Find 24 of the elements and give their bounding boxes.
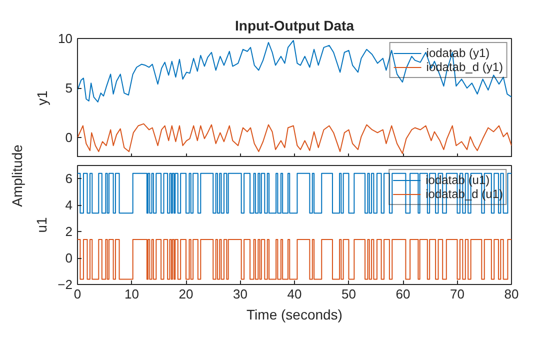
- y-axis-title: u1: [34, 217, 50, 233]
- y-tick-label: 6: [65, 171, 73, 186]
- x-tick-label: 60: [396, 286, 410, 302]
- y-tick-label: 10: [58, 31, 73, 46]
- y-tick-label: −2: [58, 277, 73, 292]
- y-tick-label: 5: [65, 80, 73, 96]
- x-tick-label: 40: [287, 286, 302, 302]
- y-tick-label: 0: [65, 250, 73, 266]
- y-tick-label: 4: [65, 198, 73, 213]
- text: Amplitude: [9, 144, 25, 207]
- x-tick-label: 10: [124, 286, 139, 302]
- y-tick-label: 0: [65, 130, 73, 146]
- x-axis-title: Time (seconds): [246, 306, 342, 322]
- y-axis-title: y1: [34, 90, 50, 106]
- x-tick-label: 70: [450, 286, 464, 302]
- line-series: [78, 123, 512, 154]
- x-tick-label: 80: [504, 286, 519, 302]
- line-series: [78, 40, 512, 102]
- x-tick-label: 50: [342, 286, 356, 302]
- y-tick-label: 2: [65, 224, 73, 240]
- x-tick-label: 30: [233, 286, 248, 302]
- x-tick-label: 20: [178, 286, 194, 302]
- chart-title: Input-Output Data: [235, 18, 354, 34]
- legend-label: iodatab (y1): [426, 46, 490, 60]
